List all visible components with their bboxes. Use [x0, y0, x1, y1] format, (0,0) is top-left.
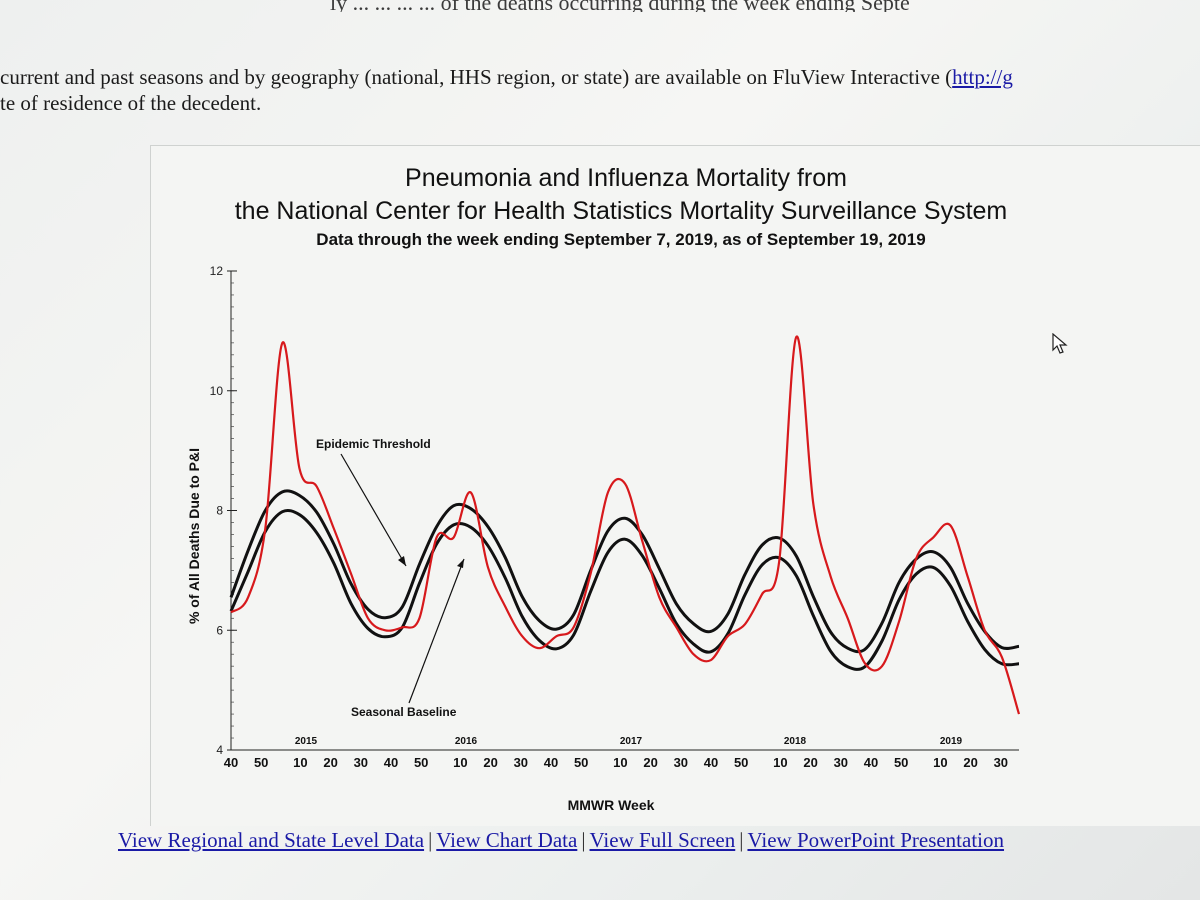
annotation-epidemic-threshold: Epidemic Threshold — [316, 437, 431, 451]
x-tick-label: 50 — [734, 755, 748, 770]
x-tick-label: 30 — [354, 755, 368, 770]
chart-subtitle: Data through the week ending September 7… — [316, 230, 925, 249]
annotation-seasonal-baseline: Seasonal Baseline — [351, 705, 457, 719]
view-powerpoint-link[interactable]: View PowerPoint Presentation — [747, 828, 1005, 852]
y-tick-label: 8 — [216, 504, 223, 518]
x-tick-label: 40 — [384, 755, 398, 770]
x-tick-label: 40 — [544, 755, 558, 770]
intro-line-2: te of residence of the decedent. — [0, 91, 262, 115]
x-tick-label: 40 — [224, 755, 238, 770]
epidemic-threshold-arrowhead — [398, 556, 406, 566]
series-layer — [229, 335, 1021, 715]
x-tick-label: 10 — [613, 755, 627, 770]
chart-links-bar: View Regional and State Level Data | View … — [118, 828, 1004, 853]
x-tick-label: 20 — [963, 755, 977, 770]
epidemic-threshold-line — [229, 489, 1020, 654]
intro-paragraph: current and past seasons and by geograph… — [0, 64, 1200, 116]
chart-panel: Pneumonia and Influenza Mortality from t… — [150, 145, 1200, 826]
y-tick-label: 6 — [216, 623, 223, 637]
x-tick-label: 20 — [643, 755, 657, 770]
chart-title-line-1: Pneumonia and Influenza Mortality from — [405, 164, 847, 192]
x-tick-label: 20 — [803, 755, 817, 770]
year-label: 2018 — [784, 736, 807, 747]
seasonal-baseline-arrow — [408, 558, 465, 704]
intro-line-1: current and past seasons and by geograph… — [0, 64, 1200, 90]
observed-pi-line — [230, 335, 1021, 715]
x-tick-label: 30 — [514, 755, 528, 770]
x-tick-label: 50 — [254, 755, 268, 770]
year-label: 2015 — [295, 736, 318, 747]
link-separator: | — [428, 828, 433, 852]
year-label: 2016 — [455, 736, 478, 747]
y-tick-label: 12 — [210, 264, 224, 278]
x-tick-label: 10 — [453, 755, 467, 770]
x-axis-label: MMWR Week — [568, 797, 655, 813]
x-tick-label: 20 — [483, 755, 497, 770]
link-separator: | — [739, 828, 744, 852]
year-label: 2017 — [620, 736, 643, 747]
x-tick-label: 20 — [323, 755, 337, 770]
view-full-screen-link[interactable]: View Full Screen — [589, 828, 736, 852]
x-tick-label: 40 — [864, 755, 878, 770]
view-chart-data-link[interactable]: View Chart Data — [436, 828, 578, 852]
x-tick-label: 30 — [994, 755, 1008, 770]
view-regional-state-data-link[interactable]: View Regional and State Level Data — [118, 828, 425, 852]
x-tick-label: 30 — [674, 755, 688, 770]
x-tick-label: 50 — [574, 755, 588, 770]
mortality-chart: Pneumonia and Influenza Mortality from t… — [186, 164, 1021, 813]
fluview-link[interactable]: http://g — [952, 65, 1013, 89]
seasonal-baseline-line — [229, 508, 1020, 671]
x-tick-label: 40 — [704, 755, 718, 770]
year-label: 2019 — [940, 736, 963, 747]
x-tick-label: 10 — [933, 755, 947, 770]
epidemic-threshold-arrow — [340, 453, 407, 567]
y-tick-label: 10 — [210, 384, 224, 398]
x-tick-label: 50 — [894, 755, 908, 770]
link-separator: | — [581, 828, 586, 852]
x-tick-label: 50 — [414, 755, 428, 770]
x-tick-label: 30 — [834, 755, 848, 770]
x-tick-label: 10 — [293, 755, 307, 770]
cut-off-paragraph: ly ... ... ... ... of the deaths occurri… — [330, 0, 1200, 12]
chart-title-line-2: the National Center for Health Statistic… — [235, 197, 1008, 225]
y-tick-label: 4 — [216, 743, 223, 757]
intro-line-1-text: current and past seasons and by geograph… — [0, 65, 953, 89]
x-tick-label: 10 — [773, 755, 787, 770]
seasonal-baseline-arrowhead — [457, 559, 464, 568]
chart-axes: 4 6 8 10 12 40 50 10 20 30 40 50 10 20 30 40 50 10 20 30 40 5… — [210, 264, 1019, 770]
y-axis-label: % of All Deaths Due to P&I — [186, 448, 202, 624]
